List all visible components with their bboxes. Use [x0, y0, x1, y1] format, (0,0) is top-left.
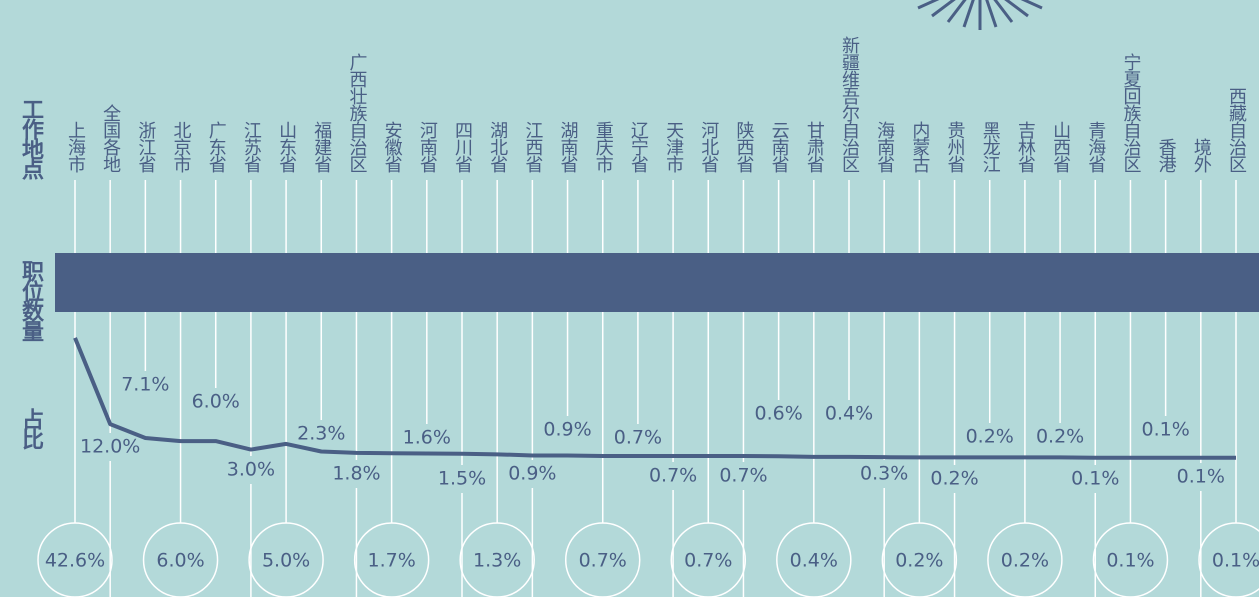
sunburst-decoration: [918, 0, 1042, 30]
location-label: 全国各地: [100, 104, 121, 173]
value-label: 0.9%: [543, 419, 591, 441]
location-label: 黑龙江: [980, 121, 1001, 173]
location-label: 浙江省: [135, 121, 156, 173]
location-label: 安徽省: [382, 121, 403, 173]
location-label: 广东省: [206, 121, 227, 173]
location-label: 香港: [1156, 138, 1177, 173]
location-label: 宁夏回族自治区: [1120, 53, 1141, 172]
guide-lines: [75, 180, 1236, 597]
location-label: 辽宁省: [628, 121, 649, 173]
value-label: 6.0%: [192, 391, 240, 413]
location-label: 吉林省: [1015, 121, 1036, 173]
value-label: 1.7%: [367, 550, 415, 572]
infographic: 工作地点 职位数量 占比 上海市 42.6% 全国各地 12.0% 浙江省 7.1% 北京市…: [0, 0, 1259, 597]
value-label: 0.2%: [895, 550, 943, 572]
value-label: 0.7%: [579, 550, 627, 572]
location-label: 山东省: [276, 121, 297, 173]
location-label: 上海市: [65, 121, 86, 173]
location-label: 福建省: [311, 121, 332, 173]
value-label: 0.1%: [1106, 550, 1154, 572]
value-label: 0.2%: [966, 426, 1014, 448]
value-label: 0.4%: [825, 403, 873, 425]
location-label: 广西壮族自治区: [346, 53, 367, 172]
value-label: 1.8%: [332, 463, 380, 485]
value-label: 1.5%: [438, 468, 486, 490]
value-label: 0.1%: [1071, 468, 1119, 490]
value-label: 3.0%: [227, 459, 275, 481]
location-label: 甘肃省: [804, 121, 825, 173]
value-label: 1.6%: [403, 427, 451, 449]
location-label: 贵州省: [945, 121, 966, 173]
value-label: 0.4%: [790, 550, 838, 572]
location-label: 青海省: [1085, 121, 1106, 173]
value-label: 7.1%: [121, 374, 169, 396]
value-label: 0.2%: [930, 468, 978, 490]
location-label: 湖北省: [487, 121, 508, 173]
location-label: 内蒙古: [909, 121, 930, 173]
location-label: 天津市: [663, 121, 684, 173]
value-label: 0.7%: [614, 427, 662, 449]
value-label: 42.6%: [45, 550, 105, 572]
value-label: 0.1%: [1141, 419, 1189, 441]
location-label: 河北省: [698, 121, 719, 173]
location-label: 境外: [1191, 138, 1212, 173]
location-label: 湖南省: [558, 121, 579, 173]
value-label: 2.3%: [297, 423, 345, 445]
value-label: 6.0%: [156, 550, 204, 572]
value-label: 5.0%: [262, 550, 310, 572]
row-label: 职位数量: [18, 260, 44, 342]
value-label: 0.6%: [754, 403, 802, 425]
location-label: 西藏自治区: [1226, 87, 1247, 172]
location-label: 北京市: [171, 121, 192, 173]
location-label: 陕西省: [733, 121, 754, 173]
location-label: 海南省: [874, 121, 895, 173]
location-label: 江西省: [522, 121, 543, 173]
location-label: 重庆市: [593, 121, 614, 173]
value-label: 1.3%: [473, 550, 521, 572]
value-label: 0.7%: [684, 550, 732, 572]
value-label: 0.9%: [508, 463, 556, 485]
row-label: 占比: [18, 408, 43, 451]
value-label: 0.1%: [1177, 466, 1225, 488]
location-label: 云南省: [769, 121, 790, 173]
location-label: 新疆维吾尔自治区: [839, 36, 860, 172]
location-label: 江苏省: [241, 121, 262, 173]
value-label: 0.3%: [860, 463, 908, 485]
value-label: 0.7%: [719, 465, 767, 487]
value-label: 0.7%: [649, 465, 697, 487]
position-band: [55, 253, 1259, 312]
row-label: 工作地点: [18, 98, 44, 181]
location-label: 四川省: [452, 121, 473, 173]
location-label: 河南省: [417, 121, 438, 173]
location-label: 山西省: [1050, 121, 1071, 173]
value-label: 12.0%: [80, 436, 140, 458]
value-label: 0.2%: [1001, 550, 1049, 572]
value-label: 0.1%: [1212, 550, 1259, 572]
value-label: 0.2%: [1036, 426, 1084, 448]
